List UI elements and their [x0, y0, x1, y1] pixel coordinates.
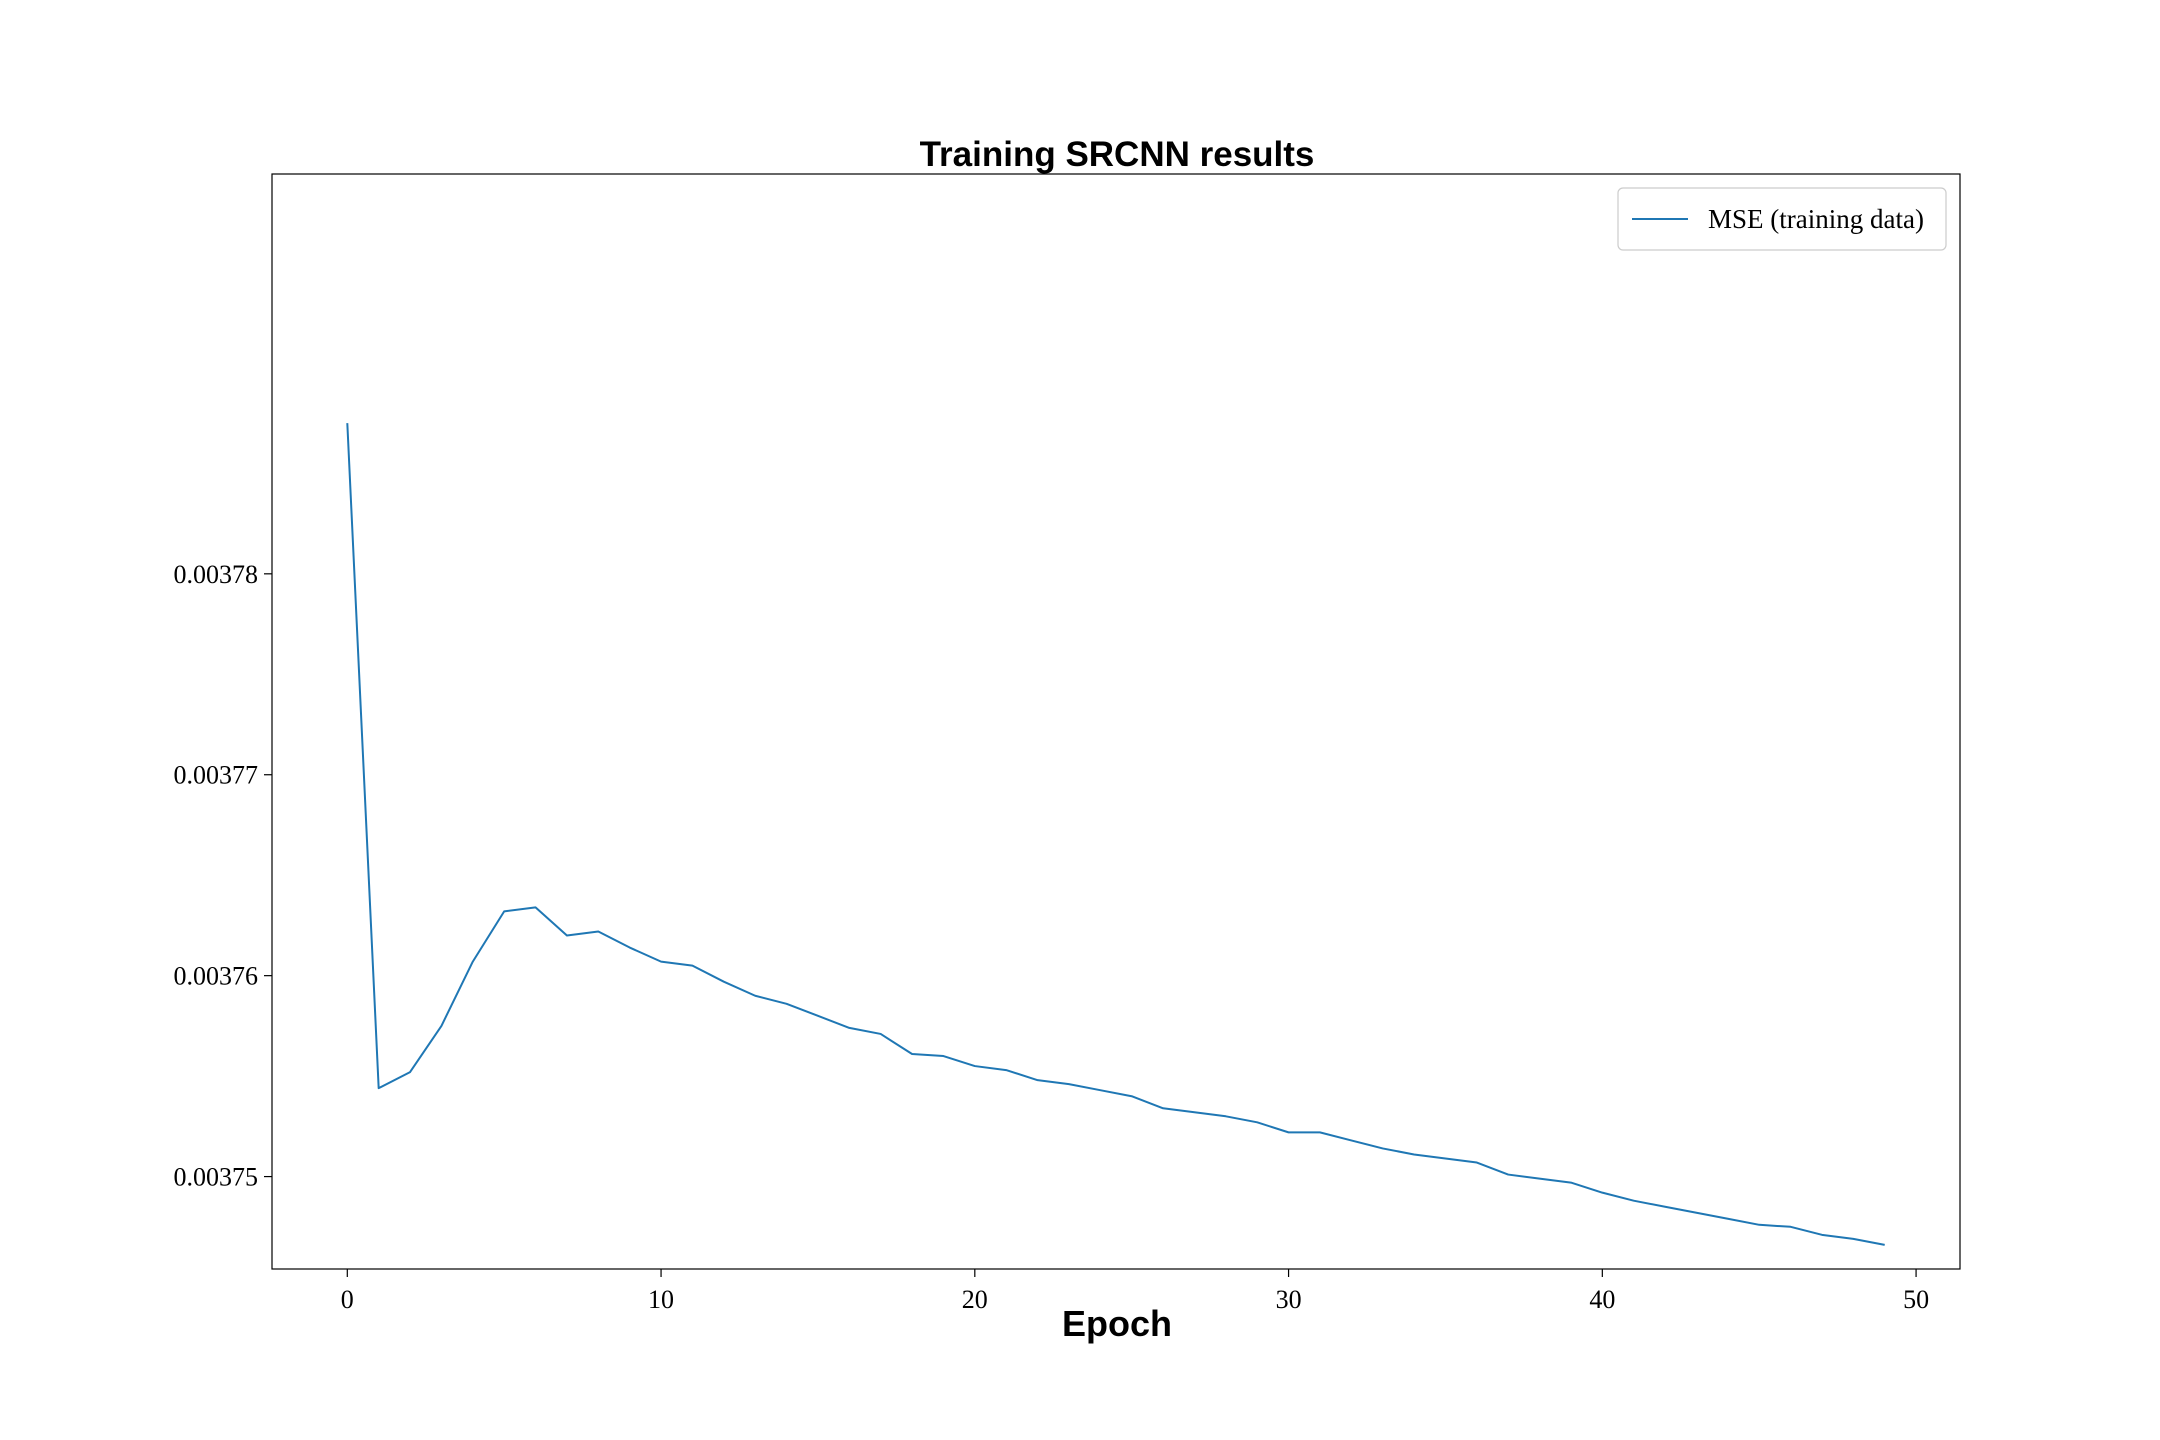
chart-title: Training SRCNN results — [920, 135, 1315, 174]
x-tick-label: 10 — [648, 1285, 674, 1314]
y-tick-label: 0.00378 — [174, 560, 259, 589]
x-tick-label: 40 — [1589, 1285, 1615, 1314]
plot-frame — [271, 173, 1961, 1270]
x-tick-label: 30 — [1276, 1285, 1302, 1314]
series-line-mse — [346, 423, 1885, 1246]
plot-area — [271, 173, 1961, 1270]
y-tick-label: 0.00375 — [174, 1163, 259, 1192]
legend-box — [1617, 187, 1947, 251]
x-axis-label: Epoch — [1062, 1303, 1172, 1344]
x-tick-label: 50 — [1903, 1285, 1929, 1314]
y-tick-label: 0.00377 — [174, 761, 259, 790]
x-axis: 0 10 20 30 40 50 — [341, 1269, 1929, 1314]
legend-label: MSE (training data) — [1708, 204, 1924, 234]
x-tick-label: 20 — [962, 1285, 988, 1314]
series-layer — [346, 423, 1885, 1246]
y-tick-label: 0.00376 — [174, 962, 259, 991]
legend: MSE (training data) — [1617, 187, 1947, 251]
x-tick-label: 0 — [341, 1285, 354, 1314]
y-axis: 0.00375 0.00376 0.00377 0.00378 — [174, 560, 272, 1192]
